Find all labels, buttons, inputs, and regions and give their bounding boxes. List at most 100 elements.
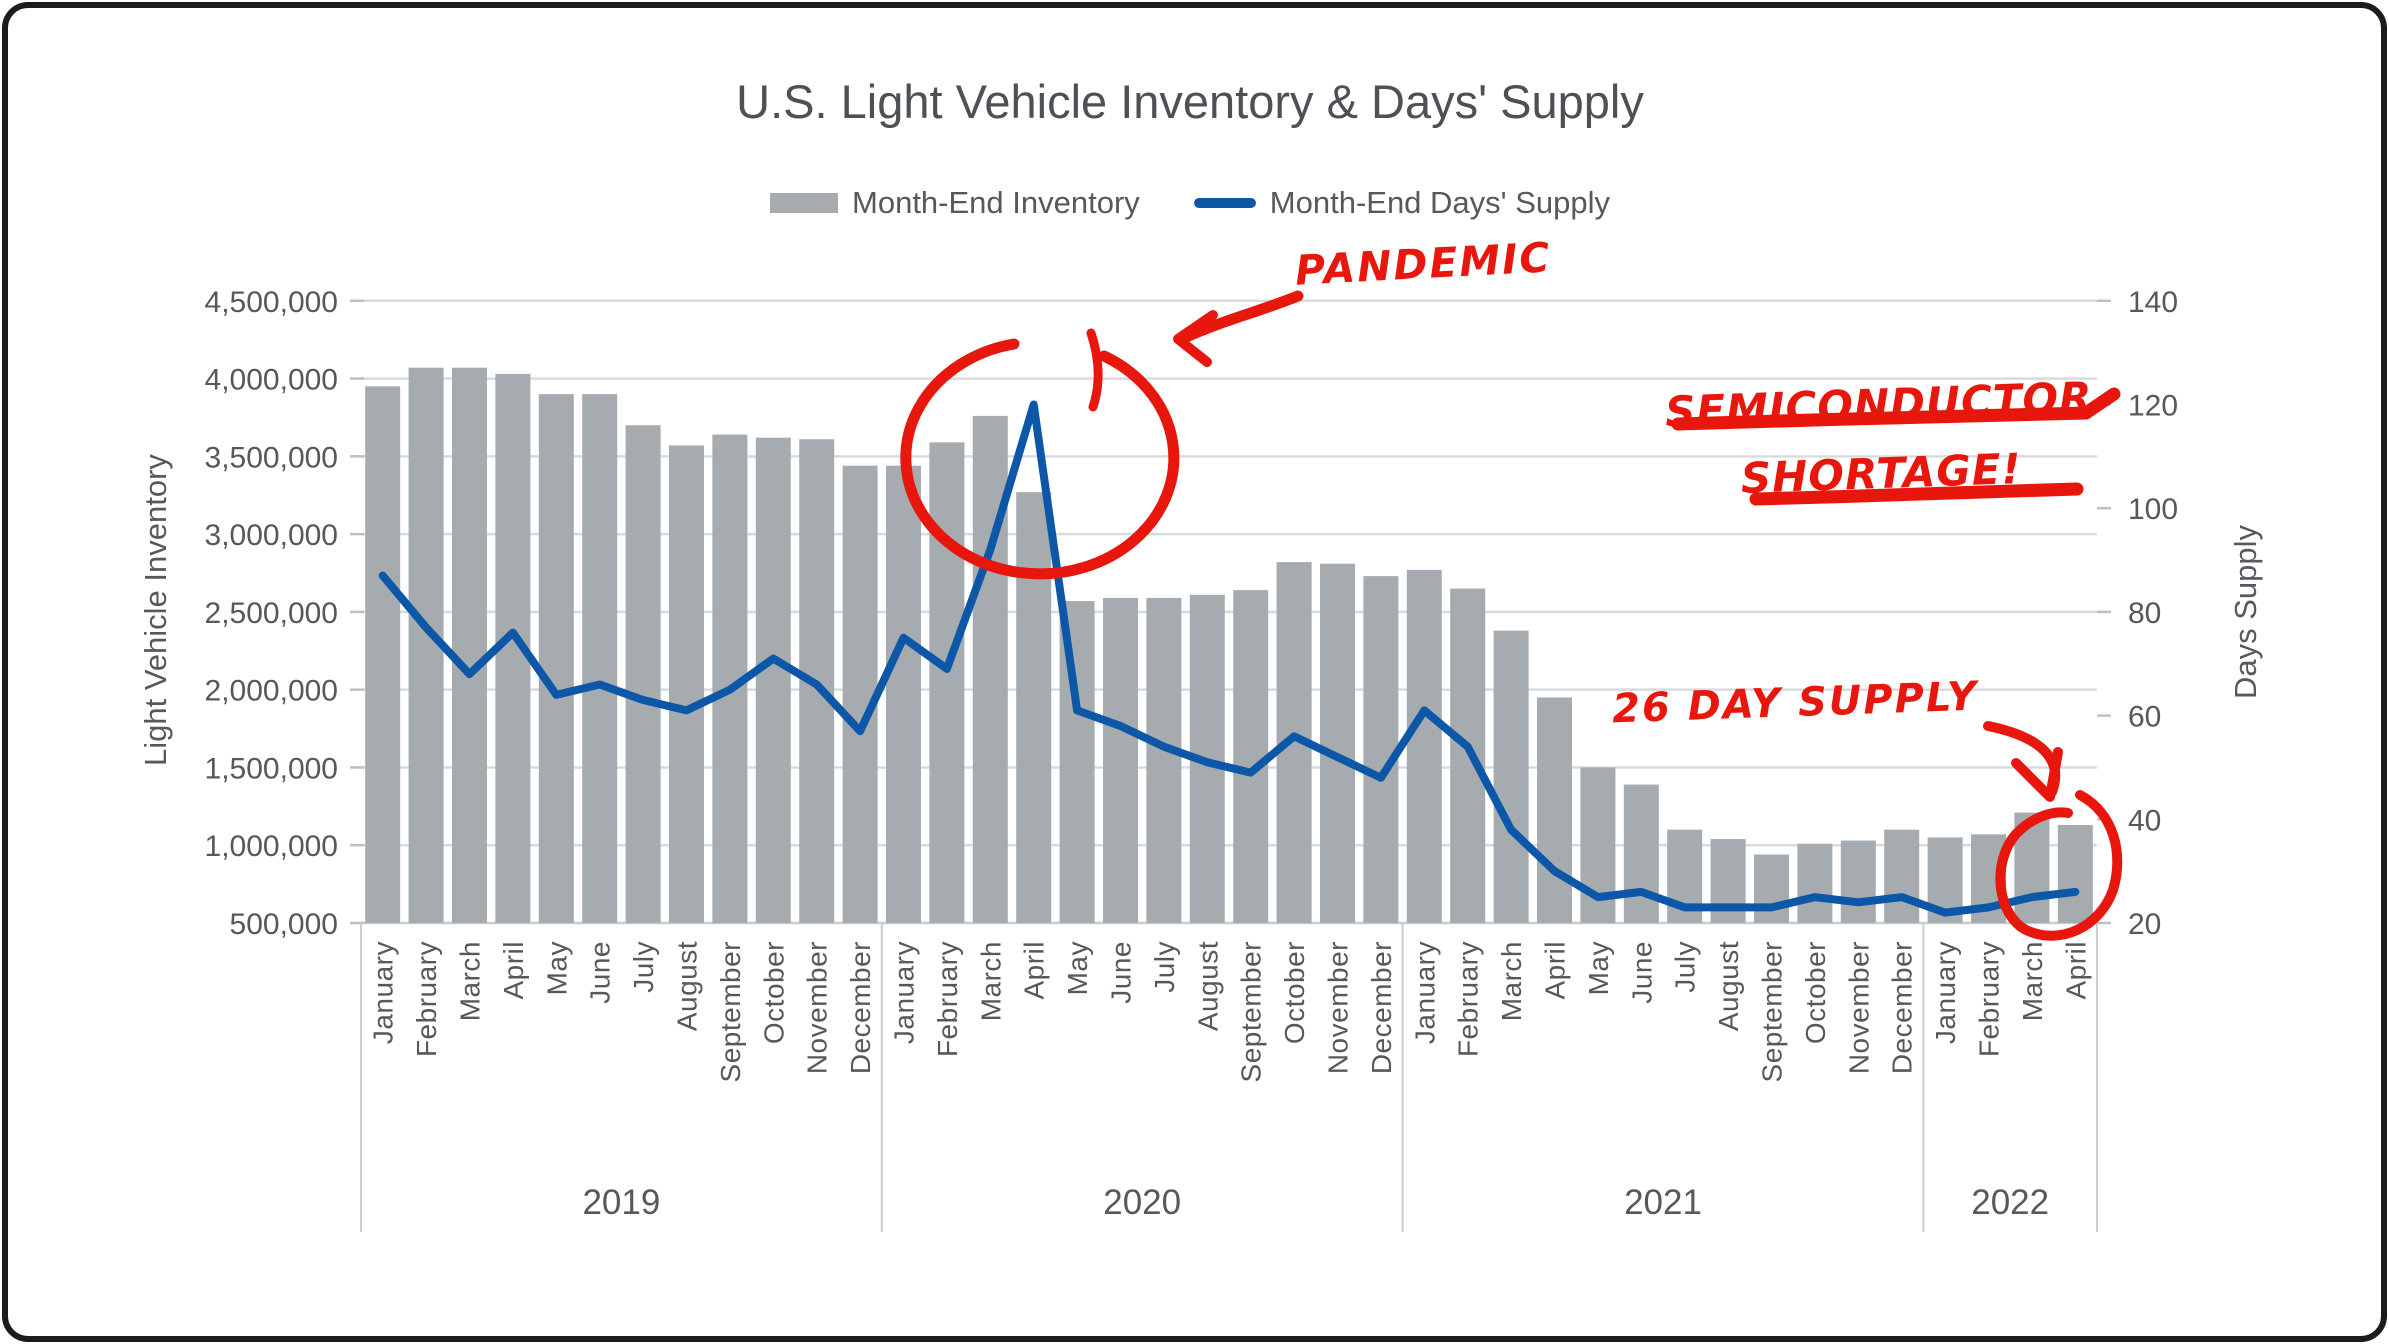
inventory-bar [538,394,574,923]
month-label: December [1366,941,1397,1074]
inventory-bar [1103,597,1138,923]
legend-inventory-label: Month-End Inventory [852,185,1140,220]
month-label: April [1540,941,1571,1000]
month-label: January [1409,941,1440,1044]
month-label: April [1019,941,1050,1000]
month-label: July [1149,941,1180,993]
right-axis-tick-label: 140 [2128,286,2178,319]
inventory-bar [669,445,704,923]
left-axis-tick-label: 3,500,000 [205,441,338,474]
shortage-underline [1749,482,2084,506]
right-axis-tick-label: 120 [2128,390,2178,423]
inventory-bar [1363,576,1399,923]
month-label: September [1757,941,1788,1082]
legend-item-days-supply: Month-End Days' Supply [1193,185,1610,221]
inventory-bar [1493,630,1529,923]
month-label: January [368,941,399,1044]
inventory-bar [972,415,1008,923]
month-label: February [411,941,442,1057]
inventory-bar [1623,784,1659,923]
inventory-bar [1406,569,1442,923]
month-label: August [1713,941,1744,1031]
inventory-bar [365,386,401,923]
right-axis-tick-label: 20 [2128,908,2161,941]
right-axis-tick-label: 60 [2128,701,2161,734]
semiconductor-underline [1671,387,2121,431]
inventory-bar [842,465,878,923]
left-axis-tick-label: 4,000,000 [205,364,338,397]
day-supply-arrowhead-icon [2011,747,2063,802]
inventory-bar [1450,588,1486,923]
pandemic-arrowhead-icon [1173,310,1218,367]
month-label: June [1626,941,1657,1004]
month-label: April [2060,941,2091,1000]
chart-legend: Month-End Inventory Month-End Days' Supp… [400,180,1980,226]
left-axis-tick-label: 4,500,000 [205,286,338,319]
month-label: February [1453,941,1484,1057]
year-label: 2019 [582,1183,660,1222]
days-supply-line [378,400,2080,917]
month-label: January [889,941,920,1044]
inventory-bar [1797,843,1833,923]
chart-title: U.S. Light Vehicle Inventory & Days' Sup… [736,75,1644,128]
pandemic-circle-flick [1086,328,1103,412]
year-label: 2020 [1103,1183,1181,1222]
year-label: 2021 [1624,1183,1702,1222]
month-label: July [1670,941,1701,993]
right-axis-tick-label: 40 [2128,804,2161,837]
month-label: September [1236,941,1267,1082]
month-label: November [1843,941,1874,1074]
month-label: August [672,941,703,1031]
inventory-bar [929,442,965,923]
left-axis-tick-label: 1,500,000 [205,752,338,785]
inventory-bar [1233,590,1269,923]
month-label: April [498,941,529,1000]
pandemic-arrow [1178,290,1304,344]
month-label: June [1106,941,1137,1004]
month-label: January [1930,941,1961,1044]
right-axis-title: Days Supply [2228,524,2263,700]
right-axis-tick-label: 80 [2128,597,2161,630]
month-label: December [845,941,876,1074]
inventory-bar [1537,697,1572,923]
right-axis-tick-label: 100 [2128,493,2178,526]
semiconductor-annotation: SEMICONDUCTOR SHORTAGE! [1648,362,2113,516]
legend-item-inventory: Month-End Inventory [770,185,1140,221]
inventory-bar [1840,840,1876,923]
month-label: March [2017,941,2048,1021]
left-axis-tick-label: 1,000,000 [205,830,338,863]
inventory-bar [1754,854,1789,923]
day-supply-circle [1995,790,2123,941]
month-label: May [541,941,572,995]
inventory-bar [1146,597,1182,923]
inventory-bar [1320,563,1355,923]
month-label: March [455,941,486,1021]
inventory-bar [452,367,487,923]
month-label: October [758,941,789,1044]
inventory-swatch-icon [770,193,839,213]
month-label: October [1279,941,1310,1044]
month-label: August [1192,941,1223,1031]
month-label: December [1887,941,1918,1074]
month-label: May [1062,941,1093,995]
month-label: November [1323,941,1354,1074]
year-label: 2022 [1971,1183,2049,1222]
left-axis-tick-label: 2,000,000 [205,675,338,708]
inventory-bar [625,425,661,923]
month-label: May [1583,941,1614,995]
month-label: July [628,941,659,993]
month-label: October [1800,941,1831,1044]
month-label: February [1974,941,2005,1057]
left-axis-tick-label: 2,500,000 [205,597,338,630]
legend-days-supply-label: Month-End Days' Supply [1269,185,1610,220]
pandemic-circle [900,338,1180,580]
month-label: March [975,941,1006,1021]
month-label: June [585,941,616,1004]
inventory-bar [1884,829,1920,923]
day-supply-arrow [1983,721,2061,797]
left-axis-tick-label: 500,000 [230,908,338,941]
inventory-bar [2057,825,2093,923]
inventory-bar [1016,492,1052,923]
